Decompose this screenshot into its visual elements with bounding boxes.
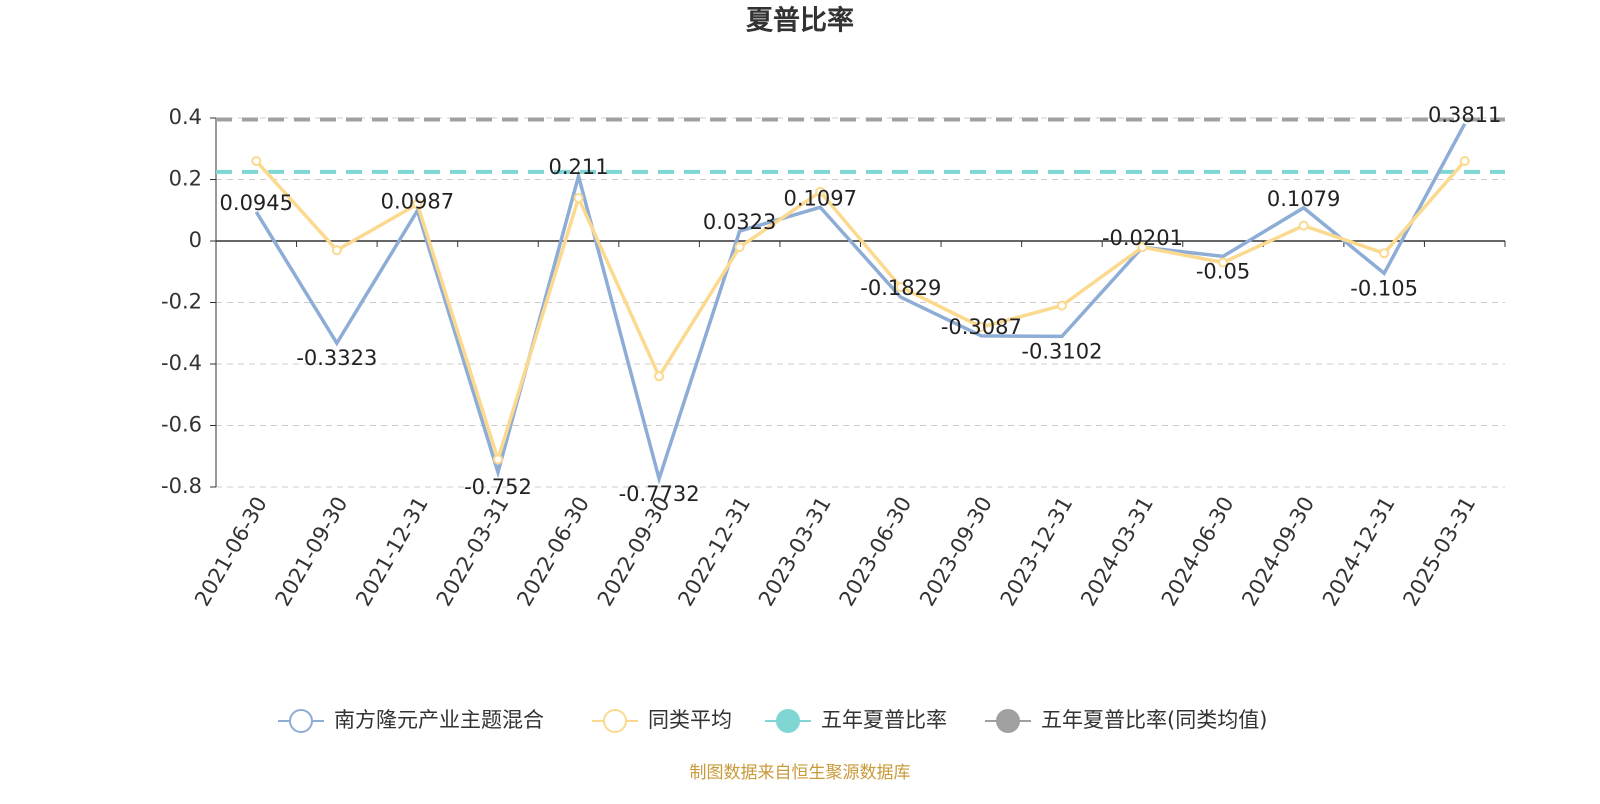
x-tick-label: 2022-03-31 xyxy=(432,493,514,611)
legend-symbol xyxy=(996,709,1020,733)
point xyxy=(573,192,584,203)
data-label: 0.0945 xyxy=(220,191,293,215)
y-tick-label: -0.4 xyxy=(161,351,202,375)
series-line xyxy=(254,159,1467,466)
data-label: -0.3323 xyxy=(296,346,377,370)
y-tick-label: -0.8 xyxy=(161,474,202,498)
point xyxy=(1218,257,1229,268)
chart-title: 夏普比率 xyxy=(746,5,854,37)
x-tick-label: 2024-09-30 xyxy=(1237,493,1319,611)
x-tick-label: 2021-12-31 xyxy=(351,493,433,611)
legend-symbol xyxy=(776,709,800,733)
point xyxy=(976,322,987,333)
data-label: 0.1097 xyxy=(783,186,856,210)
point xyxy=(654,371,665,382)
point xyxy=(1459,156,1470,167)
point xyxy=(251,156,262,167)
x-tick-label: 2023-12-31 xyxy=(996,493,1078,611)
point xyxy=(1379,248,1390,259)
point xyxy=(1137,242,1148,253)
y-tick-label: 0.2 xyxy=(169,167,202,191)
x-tick-label: 2021-09-30 xyxy=(271,493,353,611)
legend-symbol xyxy=(603,709,627,733)
y-tick-label: 0 xyxy=(189,228,202,252)
data-label: 0.3811 xyxy=(1428,103,1501,127)
x-tick-label: 2023-09-30 xyxy=(915,493,997,611)
x-tick-label: 2023-06-30 xyxy=(834,493,916,611)
data-label: -0.1829 xyxy=(860,276,941,300)
x-tick-label: 2023-03-31 xyxy=(754,493,836,611)
legend-label: 五年夏普比率 xyxy=(821,708,947,732)
legend-label: 同类平均 xyxy=(648,708,732,732)
x-tick-label: 2021-06-30 xyxy=(190,493,272,611)
legend-symbol xyxy=(289,709,313,733)
x-tick-label: 2024-03-31 xyxy=(1076,493,1158,611)
point xyxy=(895,282,906,293)
legend-label: 南方隆元产业主题混合 xyxy=(334,708,544,732)
y-tick-label: 0.4 xyxy=(169,105,202,129)
data-label: -0.7732 xyxy=(619,482,700,506)
x-tick-label: 2022-09-30 xyxy=(593,493,675,611)
data-label: -0.105 xyxy=(1350,276,1418,300)
x-tick-label: 2024-12-31 xyxy=(1318,493,1400,611)
point xyxy=(412,199,423,210)
point xyxy=(1298,220,1309,231)
data-label: 0.1079 xyxy=(1267,187,1340,211)
y-tick-label: -0.2 xyxy=(161,290,202,314)
point xyxy=(815,186,826,197)
data-label: -0.0201 xyxy=(1102,226,1183,250)
data-label: 0.0987 xyxy=(381,190,454,214)
point xyxy=(734,242,745,253)
x-tick-label: 2022-06-30 xyxy=(512,493,594,611)
data-label: -0.05 xyxy=(1196,259,1250,283)
y-tick-label: -0.6 xyxy=(161,413,202,437)
x-tick-label: 2022-12-31 xyxy=(673,493,755,611)
legend-label: 五年夏普比率(同类均值) xyxy=(1041,708,1267,732)
source-note: 制图数据来自恒生聚源数据库 xyxy=(690,763,911,783)
point xyxy=(1056,300,1067,311)
data-label: 0.211 xyxy=(548,155,608,179)
point xyxy=(492,454,503,465)
x-tick-label: 2024-06-30 xyxy=(1157,493,1239,611)
x-tick-label: 2025-03-31 xyxy=(1398,493,1480,611)
data-label: -0.3087 xyxy=(941,315,1022,339)
series-line xyxy=(254,122,1467,485)
data-label: -0.3102 xyxy=(1021,339,1102,363)
data-label: 0.0323 xyxy=(703,210,776,234)
point xyxy=(331,245,342,256)
data-label: -0.752 xyxy=(464,475,532,499)
